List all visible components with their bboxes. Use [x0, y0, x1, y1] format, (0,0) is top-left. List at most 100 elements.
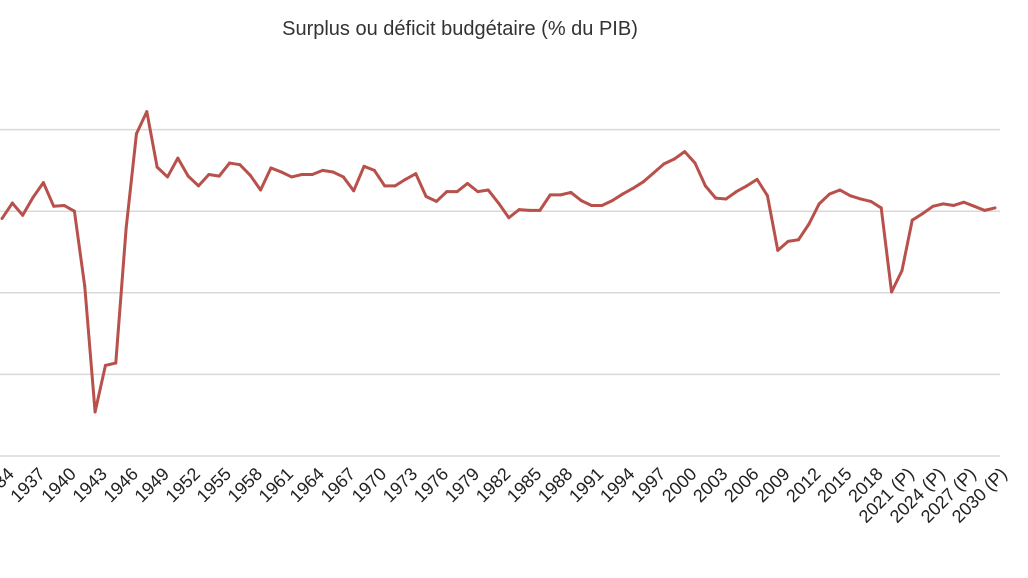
- data-point: [848, 194, 852, 198]
- x-tick-label: 2015: [813, 464, 855, 506]
- series-layer: [0, 110, 997, 414]
- data-point: [455, 190, 459, 194]
- x-tick-label: 1946: [100, 464, 142, 506]
- data-point: [476, 190, 480, 194]
- data-point: [207, 172, 211, 176]
- data-point: [41, 181, 45, 185]
- x-tick-label: 2000: [658, 464, 700, 506]
- x-tick-label: 1961: [255, 464, 297, 506]
- data-point: [641, 180, 645, 184]
- x-tick-label: 1964: [286, 464, 328, 506]
- data-point: [352, 189, 356, 193]
- data-point: [321, 168, 325, 172]
- data-point: [93, 410, 97, 414]
- x-tick-label: 1997: [627, 464, 669, 506]
- data-point: [217, 174, 221, 178]
- x-tick-label: 1937: [6, 464, 48, 506]
- data-point: [155, 165, 159, 169]
- x-tick-label: 1982: [472, 464, 514, 506]
- data-point: [548, 193, 552, 197]
- data-point: [465, 181, 469, 185]
- data-point: [590, 203, 594, 207]
- data-point: [921, 212, 925, 216]
- x-tick-label: 1952: [162, 464, 204, 506]
- data-point: [134, 132, 138, 136]
- data-point: [269, 166, 273, 170]
- data-point: [931, 204, 935, 208]
- data-point: [279, 170, 283, 174]
- data-point: [962, 200, 966, 204]
- data-point: [755, 177, 759, 181]
- data-point: [176, 156, 180, 160]
- data-point: [114, 361, 118, 365]
- data-point: [983, 208, 987, 212]
- data-point: [341, 175, 345, 179]
- data-point: [952, 203, 956, 207]
- data-point: [734, 190, 738, 194]
- x-tick-label: 1976: [410, 464, 452, 506]
- x-tick-label: 1991: [565, 464, 607, 506]
- data-point: [610, 199, 614, 203]
- data-point: [166, 175, 169, 179]
- data-point: [786, 239, 790, 243]
- data-point: [0, 217, 4, 221]
- data-point: [890, 290, 894, 294]
- data-point: [331, 170, 335, 174]
- x-tick-label: 2003: [689, 464, 731, 506]
- data-point: [683, 150, 687, 154]
- data-point: [238, 163, 242, 167]
- data-point: [528, 208, 532, 212]
- data-point: [879, 206, 883, 210]
- x-tick-label: 1958: [224, 464, 266, 506]
- data-point: [72, 209, 76, 213]
- series-line: [0, 110, 996, 414]
- data-point: [310, 172, 314, 176]
- data-point: [569, 190, 573, 194]
- data-point: [124, 226, 128, 230]
- data-point: [103, 363, 107, 367]
- data-point: [21, 213, 25, 217]
- x-tick-label: 1943: [69, 464, 111, 506]
- x-tick-label: 1949: [131, 464, 173, 506]
- data-point: [248, 173, 252, 177]
- data-point: [424, 195, 428, 199]
- data-point: [600, 203, 604, 207]
- data-point: [403, 177, 407, 181]
- data-point: [745, 184, 749, 188]
- data-point: [393, 184, 397, 188]
- x-tick-label: 1955: [193, 464, 235, 506]
- data-point: [703, 184, 707, 188]
- x-tick-label: 2006: [720, 464, 762, 506]
- data-point: [817, 202, 821, 206]
- data-point: [828, 192, 831, 196]
- data-point: [838, 188, 842, 192]
- data-point: [414, 172, 418, 176]
- x-tick-label: 1994: [596, 464, 638, 506]
- data-point: [631, 186, 635, 190]
- data-point: [383, 184, 387, 188]
- data-point: [538, 208, 542, 212]
- data-point: [362, 164, 366, 168]
- x-tick-label: 1967: [317, 464, 359, 506]
- data-point: [900, 269, 904, 273]
- data-point: [579, 199, 583, 203]
- data-point: [517, 208, 521, 212]
- data-point: [259, 188, 263, 192]
- data-point: [859, 197, 863, 201]
- data-point: [372, 168, 376, 172]
- chart-title: Surplus ou déficit budgétaire (% du PIB): [282, 18, 638, 40]
- data-point: [507, 216, 511, 220]
- data-point: [807, 222, 811, 226]
- data-point: [662, 162, 666, 166]
- data-point: [300, 172, 304, 176]
- data-point: [941, 202, 945, 206]
- x-tick-label: 1988: [534, 464, 576, 506]
- data-point: [693, 161, 697, 165]
- data-point: [765, 194, 769, 198]
- x-tick-label: 1985: [503, 464, 545, 506]
- x-tick-label: 2009: [751, 464, 793, 506]
- x-tick-label: 1970: [348, 464, 390, 506]
- data-point: [672, 157, 676, 161]
- data-point: [31, 195, 35, 199]
- data-point: [796, 238, 800, 242]
